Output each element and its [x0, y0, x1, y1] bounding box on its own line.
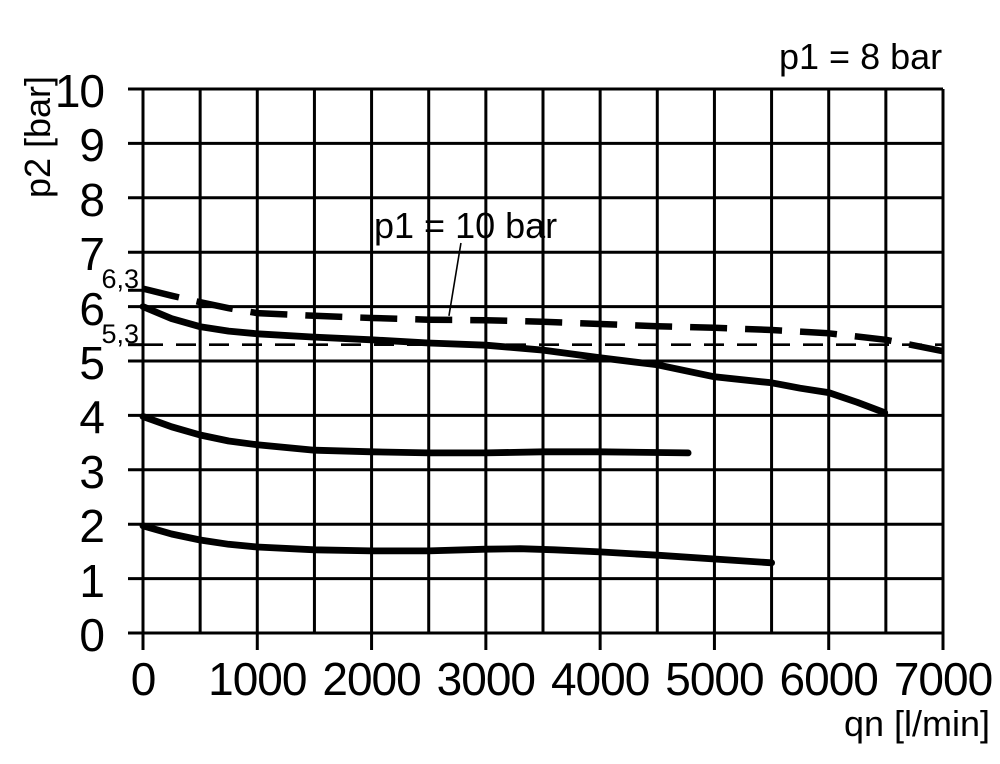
x-tick-label-2000: 2000 — [322, 653, 421, 705]
y-tick-label-2: 2 — [79, 500, 105, 553]
y-extra-tick-label-6,3: 6,3 — [101, 264, 139, 295]
y-tick-label-10: 10 — [54, 65, 105, 117]
x-tick-label-1000: 1000 — [208, 653, 307, 705]
x-tick-label-3000: 3000 — [436, 653, 536, 705]
series-p1-10bar-characteristic — [142, 285, 944, 355]
y-tick-label-5: 5 — [79, 337, 105, 389]
x-tick-label-7000: 7000 — [893, 653, 993, 705]
series-p1-8bar-setting-2bar — [139, 522, 775, 567]
y-tick-label-0: 0 — [79, 609, 105, 661]
y-tick-label-8: 8 — [79, 173, 105, 226]
annotation-p1-10bar: p1 = 10 bar — [374, 205, 558, 246]
y-tick-label-9: 9 — [79, 119, 105, 172]
series-p1-8bar-setting-6bar — [139, 303, 889, 417]
x-tick-label-5000: 5000 — [665, 653, 764, 705]
y-tick-label-4: 4 — [79, 391, 105, 444]
x-tick-label-6000: 6000 — [779, 653, 879, 705]
x-axis-title: qn [l/min] — [843, 703, 990, 744]
annotation-p1-8bar: p1 = 8 bar — [779, 36, 943, 77]
leader-line-p1-10bar — [448, 242, 462, 316]
x-tick-label-4000: 4000 — [550, 653, 650, 705]
y-tick-label-7: 7 — [79, 228, 105, 281]
series-p1-8bar-setting-4bar — [139, 413, 692, 457]
y-extra-tick-label-5,3: 5,3 — [101, 318, 139, 349]
y-tick-label-6: 6 — [79, 282, 105, 335]
x-tick-label-0: 0 — [130, 653, 157, 705]
y-tick-label-1: 1 — [79, 554, 105, 607]
y-tick-label-3: 3 — [79, 445, 105, 498]
